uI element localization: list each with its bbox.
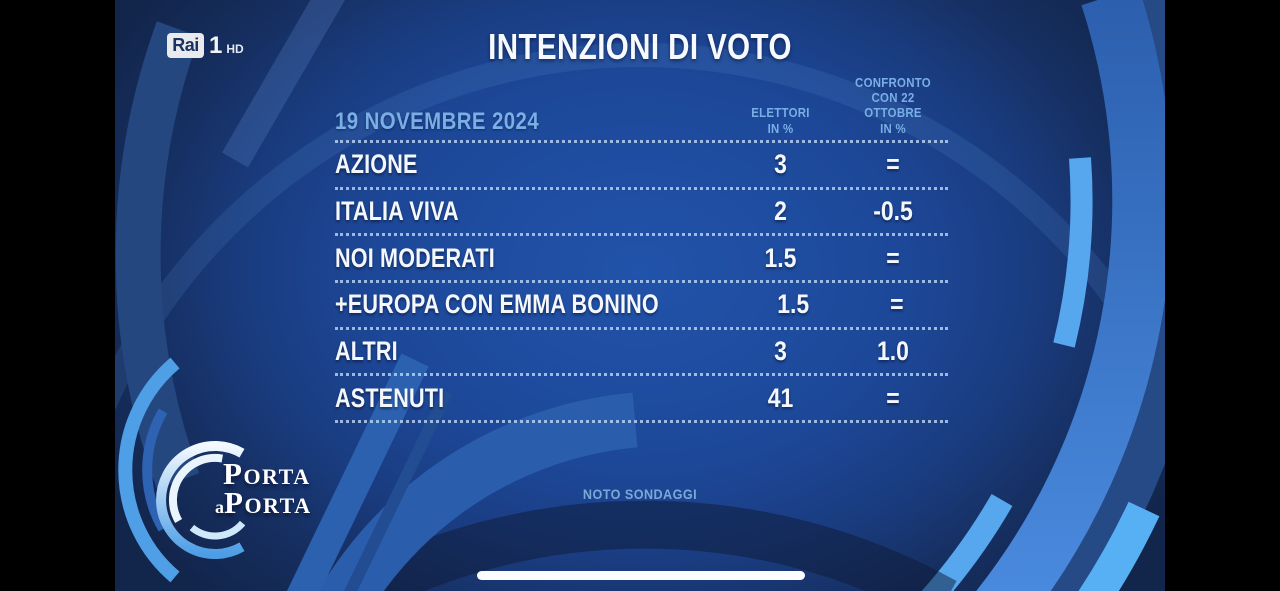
column-header-electors: ELETTORI IN % xyxy=(730,105,831,136)
porta-a-porta-swirl-icon xyxy=(156,441,246,559)
party-name: +EUROPA CON EMMA BONINO xyxy=(335,289,659,320)
logo-line1: PORTA xyxy=(223,456,311,491)
table-row: ASTENUTI 41 = xyxy=(335,373,948,420)
poll-date: 19 NOVEMBRE 2024 xyxy=(335,108,540,135)
hd-badge: HD xyxy=(226,42,244,56)
change-value: = xyxy=(890,289,904,320)
party-name: NOI MODERATI xyxy=(335,242,495,273)
background-arcs xyxy=(115,0,1165,591)
poll-table: 19 NOVEMBRE 2024 ELETTORI IN % CONFRONTO… xyxy=(335,75,948,424)
logo-line2: aPORTA xyxy=(215,485,312,520)
column-header-confronto: CONFRONTO CON 22 OTTOBRE IN % xyxy=(845,75,942,136)
column-header-line: CON 22 OTTOBRE xyxy=(864,90,922,121)
column-header-line: IN % xyxy=(880,120,906,136)
party-name: ALTRI xyxy=(335,336,398,367)
change-value: = xyxy=(886,149,900,180)
column-header-line: CONFRONTO xyxy=(855,74,931,90)
table-body: AZIONE 3 = ITALIA VIVA 2 -0.5 NOI MODERA… xyxy=(335,140,948,424)
electors-value: 2 xyxy=(774,196,787,227)
table-header: 19 NOVEMBRE 2024 ELETTORI IN % CONFRONTO… xyxy=(335,75,948,140)
party-name: ASTENUTI xyxy=(335,382,445,413)
porta-a-porta-logo: PORTA aPORTA xyxy=(123,420,403,591)
page-title: INTENZIONI DI VOTO xyxy=(488,26,792,67)
change-value: = xyxy=(886,382,900,413)
change-value: = xyxy=(886,242,900,273)
rai1-hd-logo: Rai 1 HD xyxy=(167,33,244,58)
party-name: ITALIA VIVA xyxy=(335,196,459,227)
electors-value: 1.5 xyxy=(764,242,797,273)
column-header-line: IN % xyxy=(767,120,794,136)
table-row: ALTRI 3 1.0 xyxy=(335,326,948,374)
table-row: +EUROPA CON EMMA BONINO 1.5 = xyxy=(335,280,948,327)
poll-source: NOTO SONDAGGI xyxy=(582,486,698,502)
table-row: NOI MODERATI 1.5 = xyxy=(335,233,948,280)
rai-logo-box: Rai xyxy=(167,33,204,58)
change-value: -0.5 xyxy=(873,196,913,227)
electors-value: 1.5 xyxy=(777,289,810,320)
column-header-line: ELETTORI xyxy=(751,105,810,121)
party-name: AZIONE xyxy=(335,149,418,180)
electors-value: 3 xyxy=(774,336,787,367)
electors-value: 41 xyxy=(767,382,794,413)
table-row: ITALIA VIVA 2 -0.5 xyxy=(335,186,948,234)
electors-value: 3 xyxy=(774,149,787,180)
table-row: AZIONE 3 = xyxy=(335,140,948,187)
porta-a-porta-wordmark: PORTA aPORTA xyxy=(215,456,312,518)
change-value: 1.0 xyxy=(877,336,909,367)
channel-number: 1 xyxy=(209,32,223,59)
rai-logo-text: Rai xyxy=(172,35,199,55)
tv-frame: Rai 1 HD INTENZIONI DI VOTO 19 NOVEMBRE … xyxy=(115,0,1165,591)
home-indicator[interactable] xyxy=(477,571,805,580)
